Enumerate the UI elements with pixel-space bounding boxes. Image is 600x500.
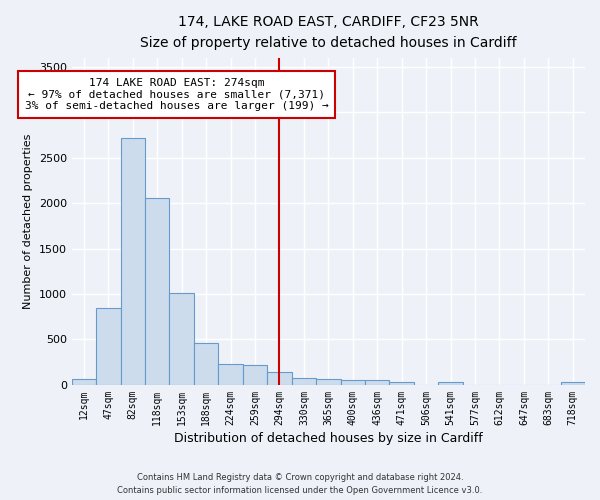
Bar [243, 365, 267, 385]
Bar [145, 198, 169, 385]
Bar [316, 380, 341, 385]
Bar [194, 343, 218, 385]
Bar [71, 380, 96, 385]
Bar [121, 138, 145, 385]
Bar [389, 382, 414, 385]
Bar [96, 308, 121, 385]
X-axis label: Distribution of detached houses by size in Cardiff: Distribution of detached houses by size … [174, 432, 483, 445]
Bar [439, 382, 463, 385]
Text: Contains HM Land Registry data © Crown copyright and database right 2024.
Contai: Contains HM Land Registry data © Crown c… [118, 474, 482, 495]
Bar [218, 364, 243, 385]
Bar [169, 293, 194, 385]
Bar [292, 378, 316, 385]
Bar [560, 382, 585, 385]
Bar [341, 380, 365, 385]
Title: 174, LAKE ROAD EAST, CARDIFF, CF23 5NR
Size of property relative to detached hou: 174, LAKE ROAD EAST, CARDIFF, CF23 5NR S… [140, 15, 517, 50]
Bar [267, 372, 292, 385]
Text: 174 LAKE ROAD EAST: 274sqm
← 97% of detached houses are smaller (7,371)
3% of se: 174 LAKE ROAD EAST: 274sqm ← 97% of deta… [25, 78, 329, 111]
Bar [365, 380, 389, 385]
Y-axis label: Number of detached properties: Number of detached properties [23, 134, 33, 309]
